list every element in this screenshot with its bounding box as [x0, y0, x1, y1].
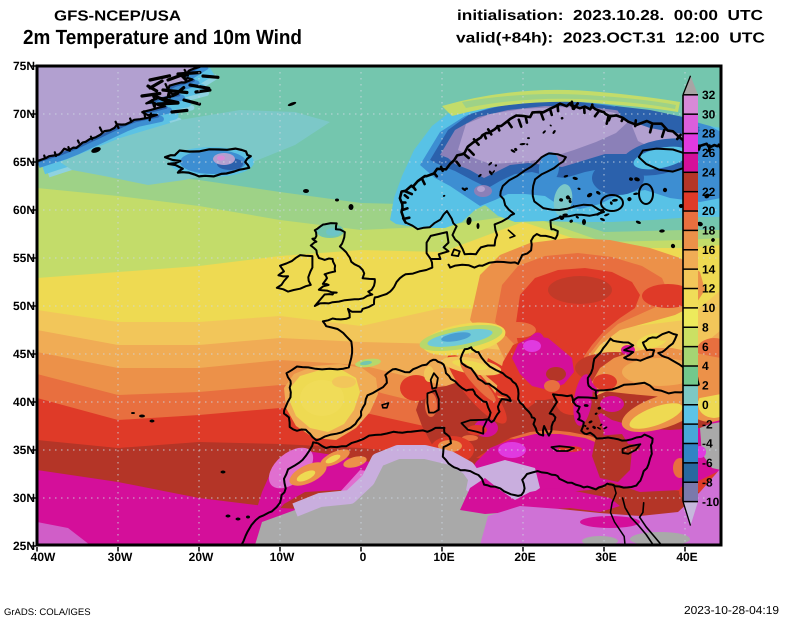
svg-text:initialisation: 2023.10.28.: initialisation: 2023.10.28. 00:00 UTC	[457, 8, 764, 24]
svg-text:25N: 25N	[13, 539, 35, 553]
svg-text:20E: 20E	[514, 550, 535, 564]
svg-text:60N: 60N	[13, 203, 35, 217]
svg-text:4: 4	[702, 359, 709, 373]
svg-text:22: 22	[702, 185, 716, 199]
svg-text:30N: 30N	[13, 491, 35, 505]
svg-text:32: 32	[702, 88, 716, 102]
svg-text:35N: 35N	[13, 443, 35, 457]
svg-text:-4: -4	[702, 437, 713, 451]
svg-text:30W: 30W	[108, 550, 133, 564]
svg-text:0: 0	[702, 398, 709, 412]
svg-text:28: 28	[702, 127, 716, 141]
svg-text:40W: 40W	[31, 550, 56, 564]
svg-text:70N: 70N	[13, 107, 35, 121]
svg-text:45N: 45N	[13, 347, 35, 361]
svg-text:20W: 20W	[189, 550, 214, 564]
svg-text:10: 10	[702, 301, 716, 315]
svg-text:16: 16	[702, 243, 716, 257]
svg-text:18: 18	[702, 224, 716, 238]
svg-text:10E: 10E	[433, 550, 454, 564]
svg-text:GrADS: COLA/IGES: GrADS: COLA/IGES	[4, 607, 91, 618]
svg-text:GFS-NCEP/USA: GFS-NCEP/USA	[54, 9, 182, 25]
svg-text:-2: -2	[702, 417, 713, 431]
svg-text:8: 8	[702, 320, 709, 334]
svg-text:2023-10-28-04:19: 2023-10-28-04:19	[684, 605, 779, 617]
svg-text:55N: 55N	[13, 251, 35, 265]
svg-text:valid(+84h): 2023.OCT.31 12:: valid(+84h): 2023.OCT.31 12:00 UTC	[456, 31, 766, 47]
svg-text:0: 0	[360, 550, 367, 564]
svg-text:65N: 65N	[13, 155, 35, 169]
svg-text:-6: -6	[702, 456, 713, 470]
svg-text:30E: 30E	[595, 550, 616, 564]
svg-text:40N: 40N	[13, 395, 35, 409]
svg-text:-8: -8	[702, 475, 713, 489]
svg-text:2m Temperature and 10m Wind: 2m Temperature and 10m Wind	[23, 26, 302, 49]
svg-text:10W: 10W	[270, 550, 295, 564]
svg-text:40E: 40E	[676, 550, 697, 564]
svg-text:6: 6	[702, 340, 709, 354]
svg-text:20: 20	[702, 204, 716, 218]
svg-text:14: 14	[702, 262, 716, 276]
svg-text:2: 2	[702, 379, 709, 393]
svg-text:-10: -10	[702, 495, 720, 509]
svg-text:12: 12	[702, 282, 716, 296]
svg-text:24: 24	[702, 165, 716, 179]
svg-text:30: 30	[702, 107, 716, 121]
svg-text:75N: 75N	[13, 59, 35, 73]
svg-text:50N: 50N	[13, 299, 35, 313]
svg-text:26: 26	[702, 146, 716, 160]
